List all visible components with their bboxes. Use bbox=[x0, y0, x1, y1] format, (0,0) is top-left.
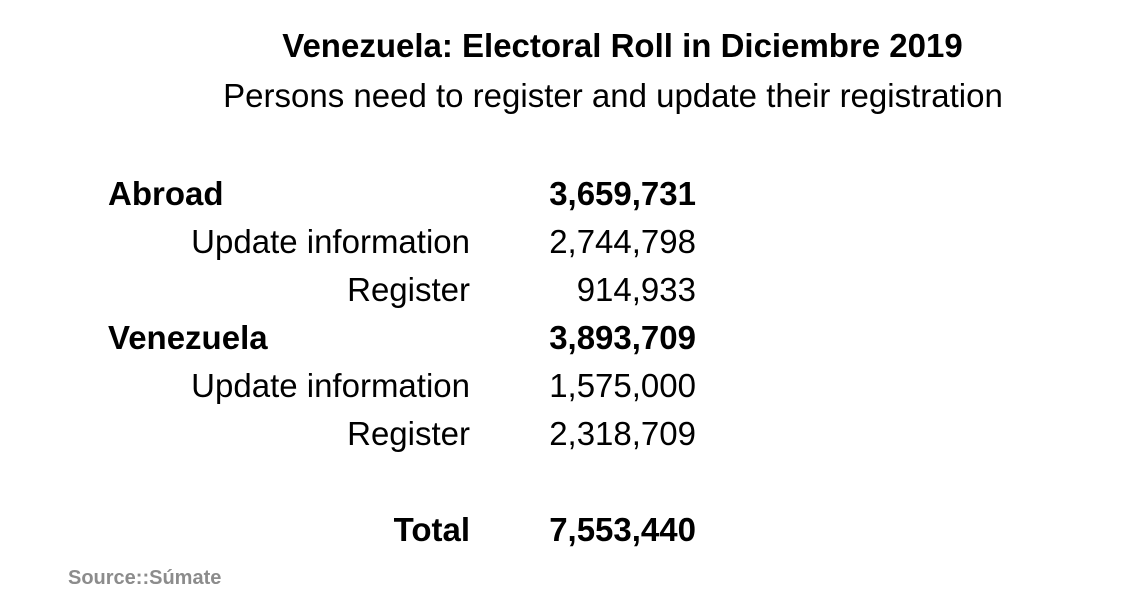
total-label: Total bbox=[393, 511, 470, 548]
electoral-roll-table: Abroad 3,659,731 Update information 2,74… bbox=[0, 170, 1131, 554]
page-subtitle: Persons need to register and update thei… bbox=[223, 77, 1003, 114]
total-value: 7,553,440 bbox=[549, 511, 696, 548]
sub-value: 2,744,798 bbox=[549, 223, 696, 260]
sub-value: 1,575,000 bbox=[549, 367, 696, 404]
sub-value: 914,933 bbox=[576, 271, 696, 308]
group-value: 3,659,731 bbox=[549, 175, 696, 212]
total-row: Total 7,553,440 bbox=[0, 506, 1131, 554]
sub-row-venezuela-update: Update information 1,575,000 bbox=[0, 362, 1131, 410]
sub-label: Register bbox=[347, 415, 470, 452]
sub-label: Update information bbox=[191, 367, 470, 404]
sub-row-abroad-register: Register 914,933 bbox=[0, 266, 1131, 314]
page-title: Venezuela: Electoral Roll in Diciembre 2… bbox=[282, 27, 963, 64]
sub-row-venezuela-register: Register 2,318,709 bbox=[0, 410, 1131, 458]
sub-label: Register bbox=[347, 271, 470, 308]
group-row-abroad: Abroad 3,659,731 bbox=[0, 170, 1131, 218]
source-note: Source::Súmate bbox=[68, 567, 222, 589]
group-label: Abroad bbox=[108, 175, 224, 212]
group-label: Venezuela bbox=[108, 319, 268, 356]
group-row-venezuela: Venezuela 3,893,709 bbox=[0, 314, 1131, 362]
sub-value: 2,318,709 bbox=[549, 415, 696, 452]
group-value: 3,893,709 bbox=[549, 319, 696, 356]
sub-row-abroad-update: Update information 2,744,798 bbox=[0, 218, 1131, 266]
sub-label: Update information bbox=[191, 223, 470, 260]
